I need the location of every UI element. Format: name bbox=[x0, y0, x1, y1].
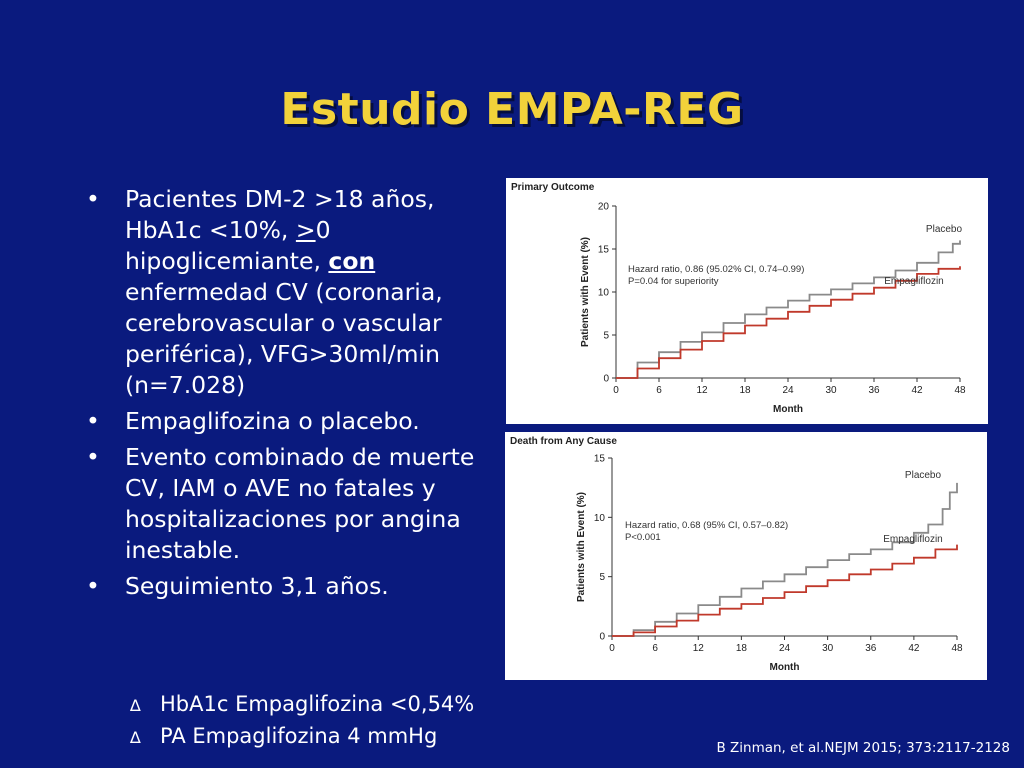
y-tick-label: 0 bbox=[603, 374, 609, 385]
x-tick-label: 12 bbox=[693, 643, 705, 654]
x-tick-label: 36 bbox=[868, 385, 880, 396]
bullet-item: Evento combinado de muerte CV, IAM o AVE… bbox=[86, 442, 496, 566]
bullet-item: Pacientes DM-2 >18 años, HbA1c <10%, >0 … bbox=[86, 184, 496, 401]
x-tick-label: 30 bbox=[825, 385, 837, 396]
series-line-empagliflozin bbox=[616, 266, 961, 379]
x-tick-label: 36 bbox=[865, 643, 877, 654]
chart-title: Primary Outcome bbox=[511, 182, 595, 193]
x-tick-label: 18 bbox=[739, 385, 751, 396]
x-axis-label: Month bbox=[773, 404, 803, 415]
x-tick-label: 6 bbox=[656, 385, 662, 396]
y-tick-label: 15 bbox=[594, 454, 606, 465]
bullet-list: Pacientes DM-2 >18 años, HbA1c <10%, >0 … bbox=[86, 184, 496, 607]
chart-death-any-cause: Death from Any Cause 0 5 10 15 0 6 12 18 24 30 36 42… bbox=[505, 432, 987, 680]
x-tick-label: 6 bbox=[652, 643, 658, 654]
bullet-text: 0 hipoglicemiante, bbox=[125, 216, 331, 275]
hazard-annotation: Hazard ratio, 0.68 (95% CI, 0.57–0.82) bbox=[625, 520, 788, 531]
series-line-placebo bbox=[616, 240, 961, 379]
x-tick-label: 24 bbox=[782, 385, 794, 396]
bullet-text: Empaglifozina o placebo. bbox=[125, 407, 420, 435]
series-label-placebo: Placebo bbox=[905, 470, 942, 481]
citation: B Zinman, et al.NEJM 2015; 373:2117-2128 bbox=[716, 740, 1010, 756]
x-tick-label: 0 bbox=[609, 643, 615, 654]
y-axis-label: Patients with Event (%) bbox=[580, 237, 591, 347]
series-line-placebo bbox=[612, 482, 958, 637]
series-label-placebo: Placebo bbox=[926, 224, 963, 235]
series-label-empagliflozin: Empagliflozin bbox=[884, 276, 943, 287]
chart-primary-outcome: Primary Outcome 0 5 10 15 20 0 6 12 18 24 30 36 42 48 M… bbox=[506, 178, 988, 424]
x-tick-label: 42 bbox=[908, 643, 920, 654]
y-tick-label: 10 bbox=[598, 288, 610, 299]
y-tick-label: 20 bbox=[598, 202, 610, 213]
bullet-item: Empaglifozina o placebo. bbox=[86, 406, 496, 437]
series-label-empagliflozin: Empagliflozin bbox=[883, 534, 942, 545]
bullet-text: con bbox=[328, 247, 376, 275]
y-tick-label: 5 bbox=[603, 331, 609, 342]
x-tick-label: 30 bbox=[822, 643, 834, 654]
hazard-annotation: Hazard ratio, 0.86 (95.02% CI, 0.74–0.99… bbox=[628, 264, 804, 275]
delta-icon: ∆ bbox=[130, 728, 141, 747]
y-tick-label: 10 bbox=[594, 513, 606, 524]
delta-icon: ∆ bbox=[130, 696, 141, 715]
x-tick-label: 24 bbox=[779, 643, 791, 654]
note-hba1c: ∆ HbA1c Empaglifozina <0,54% bbox=[130, 689, 474, 721]
bullet-text: Evento combinado de muerte CV, IAM o AVE… bbox=[125, 443, 475, 564]
x-tick-label: 48 bbox=[951, 643, 963, 654]
x-tick-label: 48 bbox=[954, 385, 966, 396]
x-axis-label: Month bbox=[770, 662, 800, 673]
bullet-text: Pacientes DM-2 >18 años, HbA1c <10%, bbox=[125, 185, 435, 244]
note-pa-text: PA Empaglifozina 4 mmHg bbox=[160, 724, 438, 748]
slide-title: Estudio EMPA-REG bbox=[280, 84, 744, 135]
y-tick-label: 5 bbox=[599, 572, 605, 583]
y-axis-label: Patients with Event (%) bbox=[576, 492, 587, 602]
chart-primary-outcome-svg: Primary Outcome 0 5 10 15 20 0 6 12 18 24 30 36 42 48 M… bbox=[511, 182, 966, 415]
x-tick-label: 12 bbox=[696, 385, 708, 396]
series-line-empagliflozin bbox=[612, 544, 958, 637]
y-tick-label: 15 bbox=[598, 245, 610, 256]
x-tick-label: 18 bbox=[736, 643, 748, 654]
bullet-text: > bbox=[295, 216, 316, 244]
chart-death-any-cause-svg: Death from Any Cause 0 5 10 15 0 6 12 18 24 30 36 42… bbox=[510, 436, 963, 673]
x-tick-label: 42 bbox=[911, 385, 923, 396]
x-tick-label: 0 bbox=[613, 385, 619, 396]
hazard-annotation: P=0.04 for superiority bbox=[628, 276, 719, 287]
hazard-annotation: P<0.001 bbox=[625, 532, 661, 543]
note-pa: ∆ PA Empaglifozina 4 mmHg bbox=[130, 721, 474, 753]
notes: ∆ HbA1c Empaglifozina <0,54% ∆ PA Empaglif… bbox=[130, 689, 474, 753]
bullet-text: enfermedad CV (coronaria, cerebrovascula… bbox=[125, 278, 443, 399]
note-hba1c-text: HbA1c Empaglifozina <0,54% bbox=[160, 692, 475, 716]
bullet-text: Seguimiento 3,1 años. bbox=[125, 572, 389, 600]
chart-title: Death from Any Cause bbox=[510, 436, 617, 447]
y-tick-label: 0 bbox=[599, 632, 605, 643]
bullet-item: Seguimiento 3,1 años. bbox=[86, 571, 496, 602]
